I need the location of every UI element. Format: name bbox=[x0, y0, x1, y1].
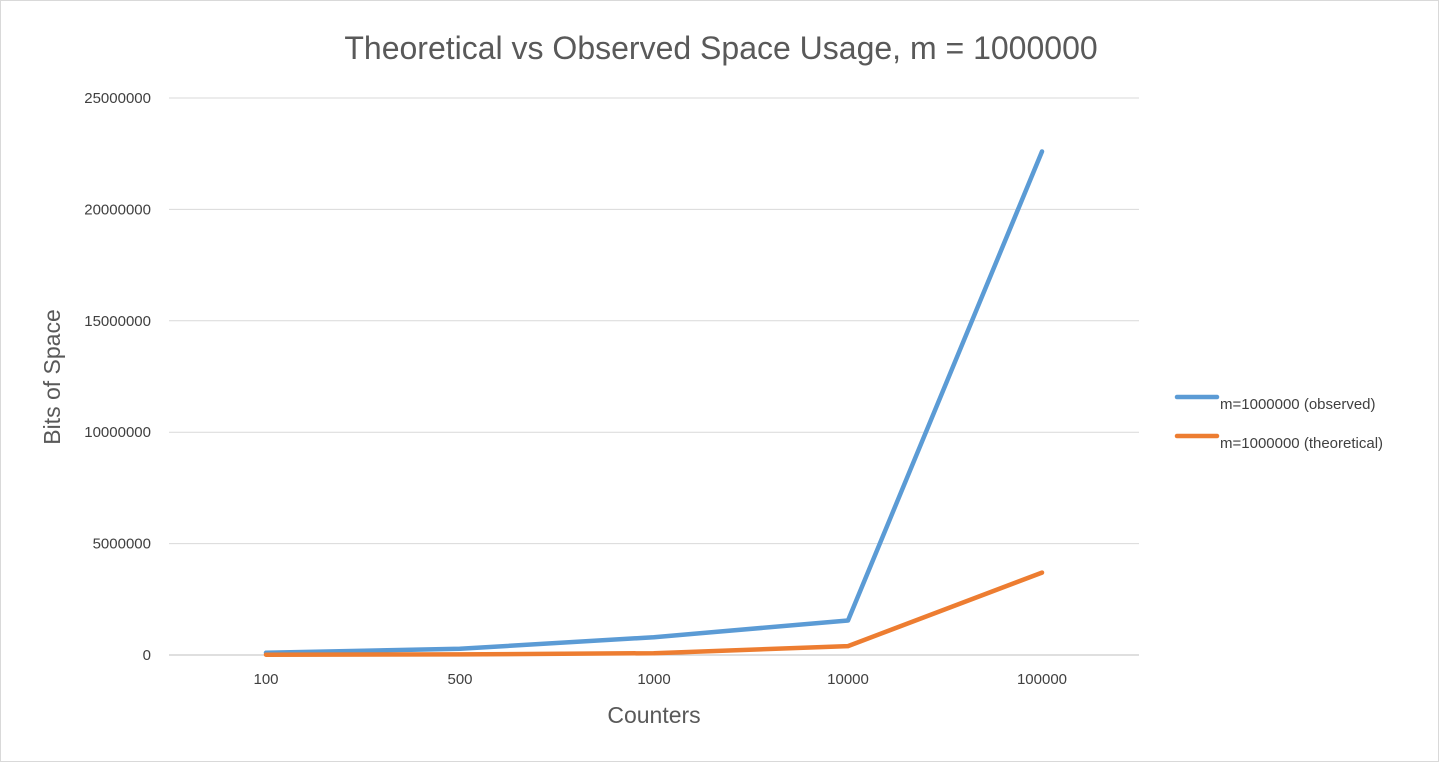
series-lines bbox=[263, 149, 1045, 657]
x-tick-label: 500 bbox=[447, 671, 472, 688]
y-tick-label: 20000000 bbox=[84, 201, 151, 218]
y-tick-label: 25000000 bbox=[84, 90, 151, 107]
y-tick-label: 10000000 bbox=[84, 424, 151, 441]
y-tick-label: 0 bbox=[143, 647, 151, 664]
x-axis-title: Counters bbox=[607, 702, 700, 728]
x-tick-label: 10000 bbox=[827, 671, 869, 688]
data-point bbox=[1040, 149, 1044, 154]
data-point bbox=[1040, 570, 1044, 575]
data-point bbox=[458, 646, 462, 651]
y-tick-label: 5000000 bbox=[93, 536, 151, 553]
chart-title: Theoretical vs Observed Space Usage, m =… bbox=[344, 30, 1097, 66]
legend-label: m=1000000 (observed) bbox=[1220, 396, 1376, 413]
y-axis-title: Bits of Space bbox=[39, 309, 65, 445]
x-tick-label: 100 bbox=[253, 671, 278, 688]
gridlines bbox=[169, 97, 1139, 656]
y-tick-label: 15000000 bbox=[84, 313, 151, 330]
legend: m=1000000 (observed) m=1000000 (theoretic… bbox=[1174, 394, 1383, 452]
x-tick-label: 1000 bbox=[637, 671, 670, 688]
x-tick-label: 100000 bbox=[1017, 671, 1067, 688]
data-point bbox=[652, 635, 656, 640]
data-point bbox=[458, 652, 462, 657]
legend-label: m=1000000 (theoretical) bbox=[1220, 435, 1383, 452]
data-point bbox=[846, 644, 850, 649]
data-point bbox=[652, 651, 656, 656]
series-line-observed bbox=[263, 149, 1045, 656]
data-point bbox=[846, 618, 850, 623]
x-axis-ticks: 100 500 1000 10000 100000 bbox=[253, 671, 1067, 688]
series-line-theoretical bbox=[263, 570, 1045, 657]
data-point bbox=[264, 652, 268, 657]
y-axis-ticks: 0 5000000 10000000 15000000 20000000 25000000 bbox=[84, 90, 151, 664]
